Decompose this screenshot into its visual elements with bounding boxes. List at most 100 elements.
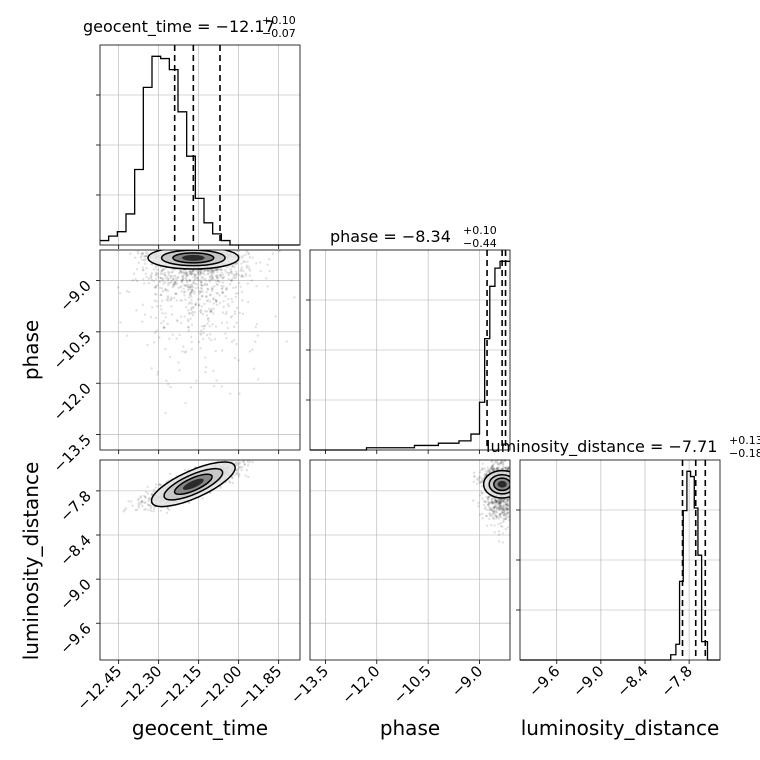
scatter-point <box>204 356 207 359</box>
scatter-point <box>233 265 236 269</box>
scatter-point <box>513 510 515 512</box>
scatter-point <box>516 487 518 489</box>
scatter-point <box>175 282 179 286</box>
scatter-point <box>493 500 496 503</box>
scatter-point <box>218 302 222 305</box>
scatter-point <box>229 316 233 319</box>
scatter-point <box>248 460 252 463</box>
scatter-point <box>492 510 495 513</box>
scatter-point <box>189 270 192 274</box>
scatter-point <box>495 515 499 518</box>
scatter-point <box>514 480 516 482</box>
scatter-point <box>184 298 187 301</box>
title-phase-sub: −0.44 <box>463 237 497 250</box>
scatter-point <box>233 473 237 476</box>
scatter-point <box>501 500 504 503</box>
scatter-point <box>210 271 213 274</box>
scatter-point <box>230 270 233 273</box>
scatter-point <box>137 497 140 500</box>
scatter-point <box>206 269 209 272</box>
scatter-point <box>200 329 203 332</box>
scatter-point <box>498 456 500 458</box>
panel-frame <box>309 459 511 661</box>
scatter-point <box>199 283 203 287</box>
scatter-point <box>179 299 182 302</box>
scatter-point <box>183 468 186 472</box>
scatter-point <box>495 500 498 503</box>
scatter-point <box>205 283 209 287</box>
scatter-point <box>481 512 484 516</box>
scatter-point <box>173 283 176 286</box>
scatter-point <box>516 484 518 486</box>
scatter-point <box>506 499 509 503</box>
scatter-point <box>517 479 519 481</box>
scatter-point <box>514 502 516 504</box>
scatter-point <box>144 262 147 266</box>
scatter-point <box>256 334 259 337</box>
scatter-point <box>499 507 502 511</box>
density-contour <box>150 461 236 508</box>
scatter-point <box>499 506 502 509</box>
scatter-point <box>480 468 483 472</box>
scatter-point <box>166 270 170 274</box>
scatter-point <box>520 475 522 477</box>
x-tick-label: −9.0 <box>569 662 607 700</box>
scatter-point <box>212 302 216 305</box>
scatter-point <box>488 469 491 473</box>
scatter-point <box>218 294 221 297</box>
scatter-point <box>193 272 196 276</box>
scatter-point <box>163 288 167 291</box>
scatter-point <box>206 322 209 326</box>
scatter-point <box>250 279 253 282</box>
histogram-luminosity-distance <box>520 470 720 661</box>
scatter-point <box>505 503 508 506</box>
scatter-point <box>197 279 200 282</box>
scatter-point <box>191 290 194 294</box>
scatter-point <box>146 343 149 347</box>
scatter-point <box>220 457 222 459</box>
scatter-point <box>172 282 175 286</box>
scatter-point <box>230 279 233 283</box>
density-contour <box>482 469 510 499</box>
scatter-point <box>177 361 180 364</box>
scatter-point <box>146 492 150 495</box>
scatter-point <box>515 470 517 472</box>
scatter-point <box>210 273 213 276</box>
scatter-point <box>503 509 506 512</box>
scatter-point <box>215 291 218 295</box>
scatter-point <box>496 499 499 503</box>
scatter-point <box>293 296 296 299</box>
scatter-point <box>504 503 508 506</box>
scatter-point <box>512 477 514 479</box>
scatter-point <box>184 350 188 353</box>
scatter-point <box>498 501 501 505</box>
scatter-point <box>225 286 229 290</box>
scatter-point <box>237 359 240 362</box>
scatter-point <box>512 477 514 479</box>
scatter-point <box>187 302 191 305</box>
scatter-point <box>183 315 186 318</box>
scatter-point <box>497 500 501 503</box>
scatter-point <box>513 483 515 485</box>
scatter-point <box>190 312 193 315</box>
scatter-point <box>491 466 494 469</box>
scatter-point <box>512 461 514 463</box>
scatter-point <box>173 280 177 284</box>
scatter-point <box>232 338 236 342</box>
scatter-point <box>480 477 483 480</box>
scatter-point <box>242 269 245 273</box>
scatter-point <box>487 508 491 512</box>
scatter-point <box>515 482 517 484</box>
scatter-point <box>221 281 225 284</box>
scatter-point <box>506 466 509 469</box>
scatter-point <box>492 501 495 504</box>
scatter-point <box>193 273 196 277</box>
scatter-point <box>507 504 510 507</box>
y-tick-label: −9.6 <box>56 619 94 657</box>
scatter-point <box>495 516 498 520</box>
scatter-point <box>507 466 510 469</box>
scatter-point <box>246 455 248 457</box>
scatter-point <box>242 460 245 464</box>
scatter-point <box>255 284 258 288</box>
scatter-point <box>221 349 224 352</box>
